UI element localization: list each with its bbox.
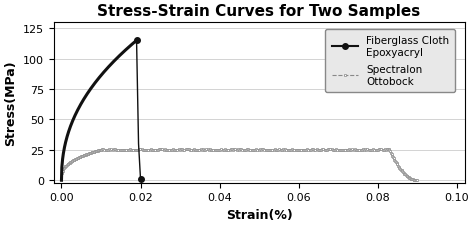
Spectralon
Ottobock — [414, 179, 420, 182]
Spectralon
Ottobock — [216, 149, 222, 152]
Y-axis label: Stress(MPa): Stress(MPa) — [4, 60, 17, 146]
Spectralon
Ottobock — [411, 179, 417, 181]
X-axis label: Strain(%): Strain(%) — [226, 208, 292, 221]
Spectralon
Ottobock — [404, 175, 410, 178]
Title: Stress-Strain Curves for Two Samples: Stress-Strain Curves for Two Samples — [98, 4, 421, 19]
Line: Spectralon
Ottobock: Spectralon Ottobock — [60, 148, 418, 181]
Legend: Fiberglass Cloth
Epoxyacryl, Spectralon
Ottobock: Fiberglass Cloth Epoxyacryl, Spectralon … — [325, 30, 455, 92]
Spectralon
Ottobock — [137, 148, 142, 151]
Spectralon
Ottobock — [268, 149, 274, 151]
Spectralon
Ottobock — [178, 148, 184, 151]
Spectralon
Ottobock — [59, 179, 64, 182]
Spectralon
Ottobock — [246, 148, 251, 151]
